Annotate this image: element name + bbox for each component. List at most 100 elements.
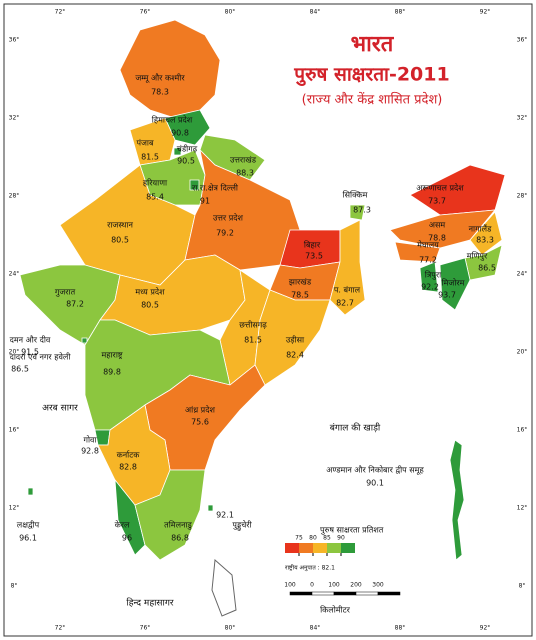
state-name: छत्तीसगढ़: [239, 320, 267, 330]
state-name: अरूणाचल प्रदेश: [416, 183, 464, 193]
state-value: 79.2: [216, 229, 234, 238]
state-name: राजस्थान: [107, 221, 133, 230]
legend-swatch: [299, 543, 313, 553]
scale-segment: [377, 591, 401, 596]
state-name: चंडीगढ़: [177, 144, 198, 154]
sea-label: बंगाल की खाड़ी: [330, 422, 381, 434]
state-name: दमन और दीव: [10, 335, 51, 345]
state-name: गुजरात: [55, 288, 76, 298]
state-name: अण्डमान और निकोबार द्वीप समूह: [326, 465, 424, 476]
latitude-label: 16°: [9, 427, 20, 434]
state-value: 92.8: [81, 447, 99, 456]
scale-tick-label: 0: [310, 582, 314, 589]
state-region: [329, 219, 366, 316]
latitude-label: 12°: [517, 505, 528, 512]
state-value: 82.7: [336, 299, 354, 308]
state-region: [419, 261, 439, 293]
state-name: झारखंड: [289, 278, 312, 287]
legend-tick-label: 90: [337, 535, 345, 542]
scale-segment: [355, 591, 379, 596]
state-region: [409, 164, 506, 216]
state-name: त्रिपुरा: [425, 270, 442, 281]
state-name: मणिपुर: [467, 251, 488, 262]
longitude-label: 72°: [55, 9, 66, 16]
state-region: [439, 257, 471, 311]
longitude-label: 76°: [140, 625, 151, 632]
state-name: मिजोरम: [442, 278, 465, 288]
longitude-label: 92°: [480, 9, 491, 16]
state-value: 82.4: [286, 351, 304, 360]
state-name: सिक्किम: [343, 190, 368, 200]
state-name: रा.रा.क्षेत्र दिल्ली: [192, 183, 239, 193]
state-value: 92.2: [421, 283, 439, 292]
state-name: लक्षद्वीप: [17, 520, 40, 530]
longitude-label: 88°: [395, 9, 406, 16]
scale-tick-label: 100: [284, 582, 296, 589]
latitude-label: 36°: [9, 37, 20, 44]
state-value: 85.4: [146, 193, 164, 202]
scale-label: किलोमीटर: [320, 605, 351, 615]
longitude-label: 80°: [225, 9, 236, 16]
state-name: जम्मू और कश्मीर: [135, 73, 185, 84]
longitude-label: 72°: [55, 625, 66, 632]
state-value: 90.5: [177, 157, 195, 166]
state-name: हरियाणा: [143, 178, 168, 188]
state-region: [173, 147, 182, 156]
longitude-label: 80°: [225, 625, 236, 632]
state-name: पंजाब: [136, 139, 154, 148]
state-value: 86.5: [11, 365, 29, 374]
state-name: गोवा: [83, 435, 97, 445]
state-value: 90.1: [366, 479, 384, 488]
scale-segment: [311, 591, 335, 596]
state-value: 91.5: [21, 348, 39, 357]
latitude-label: 24°: [517, 271, 528, 278]
latitude-label: 16°: [517, 427, 528, 434]
state-name: उत्तर प्रदेश: [213, 213, 244, 223]
legend-swatch: [327, 543, 341, 553]
state-name: केरल: [115, 520, 130, 530]
state-value: 87.2: [66, 300, 84, 309]
state-name: हिमाचल प्रदेश: [152, 115, 193, 125]
state-value: 73.5: [305, 252, 323, 261]
state-value: 92.1: [216, 511, 234, 520]
state-name: पुड्डुचेरी: [232, 520, 252, 532]
state-name: बिहार: [304, 240, 321, 250]
legend-tick-label: 75: [295, 535, 303, 542]
scale-tick-label: 300: [372, 582, 384, 589]
state-value: 96.1: [19, 534, 37, 543]
state-value: 73.7: [428, 197, 446, 206]
note: (राज्य और केंद्र शासित प्रदेश): [302, 92, 443, 108]
state-value: 80.5: [111, 236, 129, 245]
legend-swatch: [313, 543, 327, 553]
state-name: प. बंगाल: [334, 286, 361, 295]
state-name: दादरा एवं नगर हवेली: [10, 352, 72, 362]
state-value: 89.8: [103, 368, 121, 377]
state-name: महाराष्ट्र: [101, 351, 123, 360]
legend-title: पुरुष साक्षरता प्रतिशत: [320, 525, 384, 536]
state-region: [134, 469, 206, 561]
longitude-label: 88°: [395, 625, 406, 632]
state-value: 86.5: [478, 264, 496, 273]
state-value: 81.5: [244, 336, 262, 345]
latitude-label: 8°: [11, 583, 18, 590]
latitude-label: 12°: [9, 505, 20, 512]
state-value: 78.3: [151, 88, 169, 97]
latitude-label: 32°: [9, 115, 20, 122]
state-name: उत्तराखंड: [230, 156, 257, 165]
state-name: मध्य प्रदेश: [135, 287, 165, 297]
state-value: 91: [200, 197, 210, 206]
state-region: [189, 179, 200, 191]
latitude-label: 28°: [517, 193, 528, 200]
sea-label: अरब सागर: [42, 404, 78, 414]
state-name: तमिलनाडु: [164, 520, 192, 531]
state-value: 83.3: [476, 236, 494, 245]
state-value: 96: [122, 534, 132, 543]
state-name: असम: [429, 221, 446, 230]
longitude-label: 76°: [140, 9, 151, 16]
subtitle: पुरुष साक्षरता-2011: [293, 64, 449, 87]
latitude-label: 8°: [519, 583, 526, 590]
state-name: नागालैंड: [469, 224, 493, 234]
legend-tick-label: 85: [323, 535, 331, 542]
state-region: [469, 211, 503, 256]
